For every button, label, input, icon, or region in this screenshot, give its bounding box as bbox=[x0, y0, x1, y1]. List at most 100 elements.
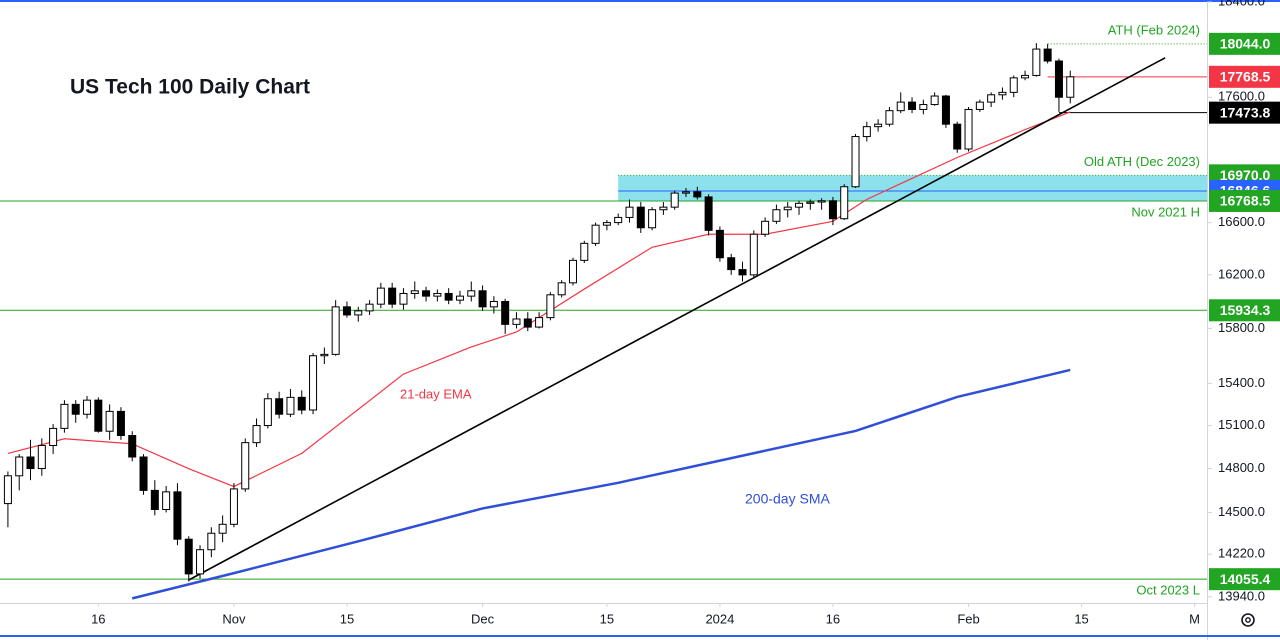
candle-body bbox=[772, 209, 781, 222]
x-tick-label: Nov bbox=[222, 611, 246, 626]
candle-body bbox=[286, 396, 295, 415]
price-box bbox=[1209, 189, 1280, 212]
series-label: 200-day SMA bbox=[745, 491, 830, 507]
candle-body bbox=[105, 410, 114, 432]
candle-body bbox=[941, 95, 950, 125]
x-tick-label: 15 bbox=[1074, 611, 1088, 626]
candle-body bbox=[580, 242, 589, 261]
candle-body bbox=[523, 318, 532, 328]
x-tick-label: Dec bbox=[471, 611, 495, 626]
candle-body bbox=[331, 306, 340, 355]
candle-body bbox=[648, 209, 657, 229]
y-tick-label: 14800.0 bbox=[1218, 460, 1265, 475]
level-note: Old ATH (Dec 2023) bbox=[1084, 154, 1200, 169]
candle-body bbox=[71, 403, 80, 415]
trendline bbox=[188, 57, 1166, 581]
candle-body bbox=[625, 206, 634, 218]
candle-body bbox=[987, 94, 996, 103]
price-box-label: 15934.3 bbox=[1220, 302, 1271, 318]
candle-body bbox=[455, 295, 464, 301]
level-note: ATH (Feb 2024) bbox=[1108, 22, 1200, 37]
candle-body bbox=[682, 191, 691, 194]
candle-body bbox=[309, 355, 318, 411]
price-box bbox=[1209, 299, 1280, 322]
price-box-label: 17473.8 bbox=[1220, 104, 1271, 120]
candle-body bbox=[184, 538, 193, 575]
candle-body bbox=[828, 200, 837, 220]
chart-title: US Tech 100 Daily Chart bbox=[70, 76, 310, 99]
candle-body bbox=[602, 222, 611, 226]
price-box bbox=[1209, 101, 1280, 124]
candle-body bbox=[761, 220, 770, 235]
y-tick-label: 16200.0 bbox=[1218, 266, 1265, 281]
price-box bbox=[1209, 32, 1280, 55]
candle-body bbox=[1054, 60, 1063, 98]
price-box bbox=[1209, 65, 1280, 88]
candle-body bbox=[196, 549, 205, 575]
candle-body bbox=[795, 202, 804, 208]
candle-body bbox=[162, 491, 171, 510]
candle-body bbox=[919, 104, 928, 110]
candle-body bbox=[546, 294, 555, 319]
candle-body bbox=[1021, 74, 1030, 79]
gear-icon bbox=[1241, 613, 1255, 627]
candle-body bbox=[297, 396, 306, 411]
candle-body bbox=[659, 206, 668, 211]
candle-body bbox=[975, 101, 984, 110]
candle-body bbox=[727, 257, 736, 271]
candle-body bbox=[275, 398, 284, 415]
candle-body bbox=[320, 353, 329, 357]
y-tick-label: 13940.0 bbox=[1218, 588, 1265, 603]
candle-body bbox=[410, 290, 419, 294]
candle-body bbox=[207, 532, 216, 551]
candle-body bbox=[806, 201, 815, 204]
candle-body bbox=[738, 269, 747, 276]
candle-body bbox=[568, 259, 577, 284]
candle-body bbox=[501, 300, 510, 325]
candle-body bbox=[37, 445, 46, 470]
candle-body bbox=[354, 310, 363, 316]
candle-body bbox=[874, 123, 883, 128]
settings-button[interactable] bbox=[1241, 613, 1255, 627]
candle-body bbox=[365, 303, 374, 312]
y-tick-label: 15800.0 bbox=[1218, 320, 1265, 335]
support-zone bbox=[618, 175, 1207, 201]
candle-body bbox=[478, 290, 487, 308]
candle-body bbox=[557, 282, 566, 296]
candle-body bbox=[376, 287, 385, 305]
y-tick-label: 16600.0 bbox=[1218, 214, 1265, 229]
candle-body bbox=[150, 489, 159, 510]
candle-body bbox=[229, 488, 238, 525]
candle-body bbox=[715, 229, 724, 259]
candle-body bbox=[964, 108, 973, 150]
x-tick-label: 2024 bbox=[705, 611, 734, 626]
candle-body bbox=[263, 398, 272, 427]
y-tick-label: 15400.0 bbox=[1218, 375, 1265, 390]
candle-body bbox=[467, 290, 476, 297]
x-tick-label: Feb bbox=[957, 611, 979, 626]
candle-body bbox=[128, 435, 137, 458]
candle-body bbox=[614, 216, 623, 224]
x-tick-label: 16 bbox=[826, 611, 840, 626]
gear-icon-center bbox=[1245, 617, 1251, 623]
candle-body bbox=[399, 292, 408, 305]
price-box-label: 16768.5 bbox=[1220, 193, 1271, 209]
candle-body bbox=[817, 200, 826, 203]
candle-body bbox=[783, 206, 792, 211]
x-tick-label: 15 bbox=[340, 611, 354, 626]
candle-body bbox=[591, 224, 600, 244]
candle-body bbox=[218, 523, 227, 534]
candle-body bbox=[885, 110, 894, 125]
candle-body bbox=[535, 317, 544, 328]
candle-body bbox=[704, 196, 713, 231]
candle-body bbox=[840, 186, 849, 220]
y-tick-label: 14500.0 bbox=[1218, 504, 1265, 519]
y-tick-label: 18400.0 bbox=[1218, 0, 1265, 8]
candle-body bbox=[433, 292, 442, 297]
y-tick-label: 17600.0 bbox=[1218, 89, 1265, 104]
plot-area bbox=[0, 43, 1207, 600]
candle-body bbox=[422, 290, 431, 297]
price-box-label: 16970.0 bbox=[1220, 167, 1271, 183]
candle-body bbox=[636, 206, 645, 229]
